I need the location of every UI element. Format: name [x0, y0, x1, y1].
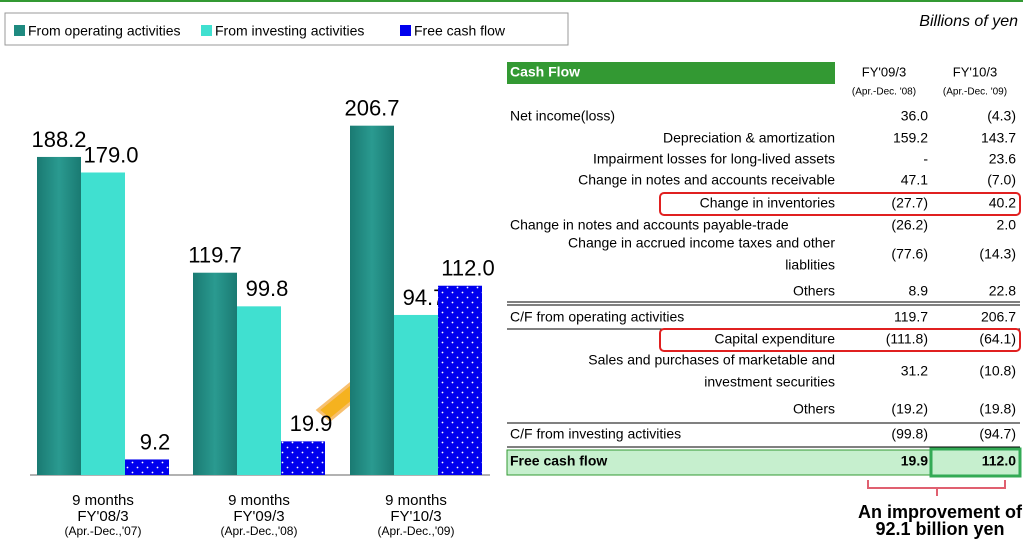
row-label: C/F from investing activities: [510, 426, 681, 442]
row-label: Free cash flow: [510, 453, 607, 469]
column-header: FY'10/3: [953, 64, 997, 79]
row-value: 159.2: [893, 130, 928, 146]
row-value: 47.1: [901, 172, 928, 188]
row-value: 40.2: [989, 195, 1016, 211]
annotation: 92.1 billion yen: [875, 519, 1004, 539]
category-label: FY'09/3: [233, 508, 284, 525]
value-label: 179.0: [83, 142, 138, 167]
row-value: (14.3): [979, 246, 1016, 262]
bracket: [867, 480, 1006, 496]
legend-swatch: [14, 25, 25, 36]
category-label: FY'08/3: [77, 508, 128, 525]
value-label: 99.8: [246, 276, 289, 301]
row-value: 112.0: [982, 453, 1016, 469]
row-value: 19.9: [901, 453, 928, 469]
value-label: 206.7: [344, 95, 399, 120]
row-value: -: [923, 151, 928, 167]
row-label: Change in notes and accounts payable-tra…: [510, 217, 789, 233]
row-label: Others: [793, 401, 835, 417]
row-label: Others: [793, 283, 835, 299]
row-value: (94.7): [979, 426, 1016, 442]
category-label: 9 months: [72, 492, 134, 509]
table-title: Cash Flow: [510, 64, 580, 80]
row-value: (77.6): [891, 246, 928, 262]
column-header: (Apr.-Dec. '09): [943, 87, 1007, 98]
row-value: 119.7: [894, 309, 928, 325]
row-label: Net income(loss): [510, 108, 615, 124]
row-value: (7.0): [987, 172, 1016, 188]
legend-swatch: [201, 25, 212, 36]
row-value: 31.2: [901, 363, 928, 379]
row-value: 22.8: [989, 283, 1016, 299]
row-value: (99.8): [891, 426, 928, 442]
row-label: Sales and purchases of marketable and: [588, 352, 835, 368]
row-value: (19.8): [979, 401, 1016, 417]
value-label: 112.0: [441, 256, 494, 281]
row-label: Change in notes and accounts receivable: [578, 172, 835, 188]
category-label: (Apr.-Dec.,'09): [378, 524, 455, 538]
table-header-bg: [507, 62, 835, 84]
row-label: Change in accrued income taxes and other: [568, 235, 835, 251]
row-value: 36.0: [901, 108, 928, 124]
bar: [193, 272, 237, 475]
row-value: 206.7: [981, 309, 1016, 325]
category-label: 9 months: [228, 492, 290, 509]
row-value: (10.8): [979, 363, 1016, 379]
fcf-row-bg: [506, 449, 1021, 476]
bar: [350, 125, 394, 475]
category-label: (Apr.-Dec.,'07): [65, 524, 142, 538]
column-header: FY'09/3: [862, 64, 906, 79]
row-label: Change in inventories: [700, 195, 835, 211]
category-label: 9 months: [385, 492, 447, 509]
top-rule: [0, 0, 1023, 2]
row-label: Impairment losses for long-lived assets: [593, 151, 835, 167]
highlight-box: [659, 192, 1021, 216]
row-label: Depreciation & amortization: [663, 130, 835, 146]
row-value: (111.8): [886, 331, 928, 347]
category-label: FY'10/3: [390, 508, 441, 525]
legend-label: From investing activities: [215, 23, 364, 39]
value-label: 188.2: [31, 127, 86, 152]
row-label: investment securities: [704, 374, 835, 390]
legend-label: From operating activities: [28, 23, 181, 39]
highlight-cell: [929, 447, 1022, 478]
row-value: (64.1): [979, 331, 1016, 347]
row-value: 2.0: [997, 217, 1017, 233]
legend-box: [4, 12, 569, 46]
annotation: An improvement of: [858, 502, 1023, 522]
bar: [81, 172, 125, 476]
row-value: 143.7: [981, 130, 1016, 146]
legend-swatch: [400, 25, 411, 36]
bar: [438, 285, 482, 475]
row-value: 23.6: [989, 151, 1016, 167]
bar: [125, 459, 169, 475]
bar: [37, 156, 81, 475]
row-value: (4.3): [987, 108, 1016, 124]
row-label: C/F from operating activities: [510, 309, 684, 325]
row-value: (27.7): [891, 195, 928, 211]
legend-label: Free cash flow: [414, 23, 506, 39]
row-value: (19.2): [891, 401, 928, 417]
value-label: 119.7: [188, 243, 241, 268]
row-value: (26.2): [891, 217, 928, 233]
bar: [237, 306, 281, 475]
row-value: 8.9: [909, 283, 929, 299]
value-label: 9.2: [140, 429, 171, 454]
value-label: 19.9: [290, 411, 333, 436]
bar: [394, 314, 438, 475]
bar: [281, 441, 325, 475]
row-label: liablities: [785, 257, 835, 273]
row-label: Capital expenditure: [714, 331, 835, 347]
category-label: (Apr.-Dec.,'08): [221, 524, 298, 538]
column-header: (Apr.-Dec. '08): [852, 87, 916, 98]
highlight-box: [659, 328, 1021, 352]
unit-label: Billions of yen: [919, 13, 1018, 30]
